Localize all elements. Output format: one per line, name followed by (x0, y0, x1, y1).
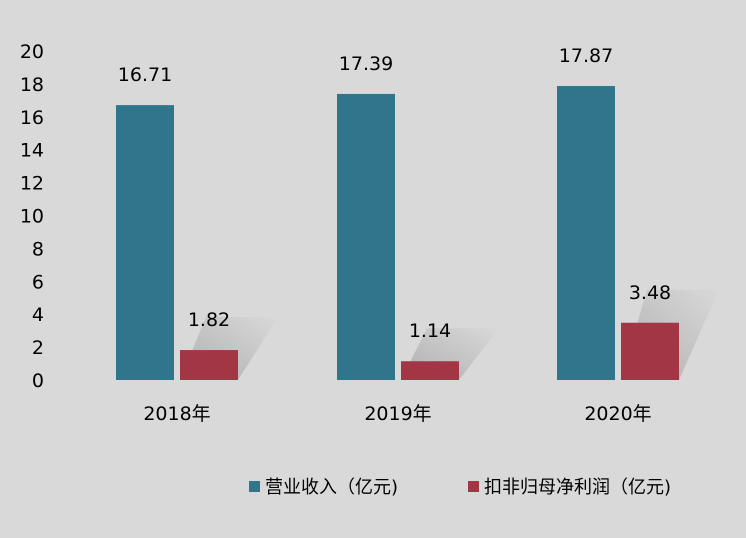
bar-revenue-1 (337, 93, 395, 380)
y-tick-label: 12 (20, 173, 44, 195)
legend-swatch (249, 481, 260, 492)
y-tick-label: 16 (20, 107, 44, 129)
bar-net-profit-1 (401, 361, 459, 380)
y-tick-label: 0 (32, 370, 44, 392)
y-tick-label: 18 (20, 74, 44, 96)
y-tick-label: 14 (20, 140, 44, 162)
y-tick-label: 8 (32, 238, 44, 260)
bars (116, 86, 679, 381)
data-labels: 16.71 1.82 17.39 1.14 17.87 3.48 (118, 45, 671, 342)
y-axis: 0 2 4 6 8 10 12 14 16 18 20 (20, 41, 44, 392)
data-label: 1.14 (409, 320, 451, 342)
bar-revenue-2 (557, 86, 615, 380)
x-category-label: 2018年 (143, 403, 210, 425)
x-category-label: 2020年 (584, 403, 651, 425)
data-label: 17.39 (339, 53, 393, 75)
legend-item: 营业收入（亿元) (249, 477, 398, 498)
legend-label: 营业收入（亿元) (265, 477, 398, 498)
x-category-label: 2019年 (364, 403, 431, 425)
legend-swatch (468, 481, 479, 492)
legend-label: 扣非归母净利润（亿元) (484, 477, 671, 498)
y-tick-label: 20 (20, 41, 44, 63)
legend: 营业收入（亿元) 扣非归母净利润（亿元) (249, 477, 671, 498)
bar-net-profit-2 (621, 322, 679, 380)
bar-revenue-0 (116, 105, 174, 381)
y-tick-label: 4 (32, 304, 44, 326)
data-label: 16.71 (118, 64, 172, 86)
bar-net-profit-0 (180, 350, 238, 380)
y-tick-label: 2 (32, 337, 44, 359)
data-label: 17.87 (559, 45, 613, 67)
x-axis: 2018年 2019年 2020年 (143, 403, 651, 425)
y-tick-label: 10 (20, 206, 44, 228)
data-label: 1.82 (188, 309, 230, 331)
y-tick-label: 6 (32, 271, 44, 293)
legend-item: 扣非归母净利润（亿元) (468, 477, 671, 498)
data-label: 3.48 (629, 282, 671, 304)
